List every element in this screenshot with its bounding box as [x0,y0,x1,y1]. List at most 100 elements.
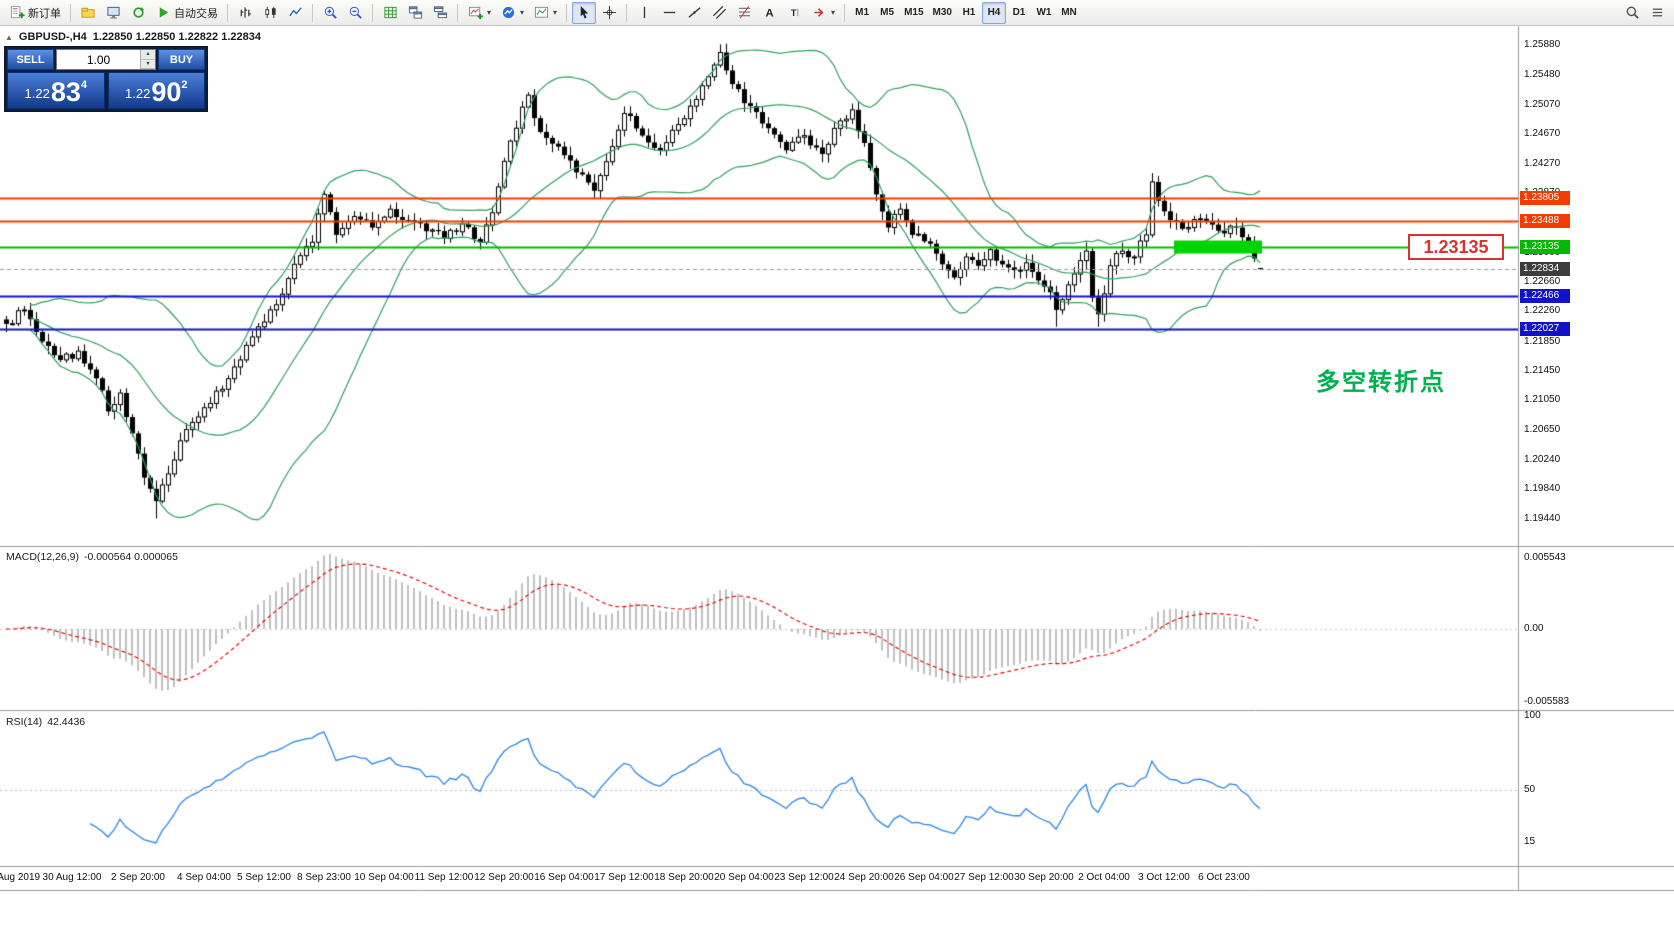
chart-ohlc-values: 1.22850 1.22850 1.22822 1.22834 [92,31,261,43]
toolbar-separator [227,3,228,22]
timeframe-m5[interactable]: M5 [875,2,899,24]
price-level-callout[interactable]: 1.23135 [1408,234,1504,260]
grid-icon [382,5,398,21]
timeframe-m30[interactable]: M30 [929,2,956,24]
rsi-name: RSI(14) [6,716,43,728]
volume-stepper[interactable]: ▴ ▾ [56,49,156,70]
template-icon [533,5,549,21]
timeframe-d1-label: D1 [1012,7,1026,18]
text-button[interactable]: A [757,2,781,24]
cursor-button[interactable] [572,1,597,24]
hline-icon [661,5,677,21]
cascade-windows-button[interactable] [428,2,452,24]
search-icon [1624,5,1640,21]
volume-input[interactable] [57,50,140,69]
sell-price-button[interactable]: 1.22 83 4 [7,72,105,109]
horizontal-line-button[interactable] [657,2,681,24]
timeframe-m5-label: M5 [880,7,895,18]
main-toolbar: 新订单 自动交易 ▾ ▾ ▾ A T ▾ M1 M5 M15 M30 H1 H4 D1 W1 MN [0,0,1674,26]
zoom-in-button[interactable] [318,2,342,24]
macd-values: -0.000564 0.000065 [83,551,178,563]
candles-icon [262,5,278,21]
sell-button[interactable]: SELL [7,49,54,70]
chart-title-bar: ▲ GBPUSD-,H4 1.22850 1.22850 1.22822 1.2… [5,31,261,43]
terminal-group: 自动交易 [74,2,224,24]
tile-windows-button[interactable] [403,2,427,24]
candlestick-chart-button[interactable] [258,2,282,24]
data-window-button[interactable] [1645,2,1669,24]
text-a-icon: A [761,5,777,21]
toolbar-separator [626,3,628,22]
indicators-icon [500,5,516,21]
volume-down-button[interactable]: ▾ [141,59,155,69]
timeframe-w1-label: W1 [1036,7,1052,18]
timeframes-group: M1 M5 M15 M30 H1 H4 D1 W1 MN [848,1,1083,24]
timeframe-m15[interactable]: M15 [900,2,927,24]
timeframe-w1[interactable]: W1 [1032,2,1056,24]
channel-icon [711,5,727,21]
play-icon [155,5,171,21]
volume-up-button[interactable]: ▴ [141,50,155,60]
vertical-line-button[interactable] [632,2,656,24]
timeframe-mn[interactable]: MN [1057,2,1081,24]
shapes-icon [811,5,827,21]
order-group: 新订单 [3,2,67,24]
trendline-button[interactable] [682,2,706,24]
profiles-button[interactable] [76,2,100,24]
zoom-out-button[interactable] [343,2,367,24]
buy-price-button[interactable]: 1.22 90 2 [107,72,205,109]
chevron-down-icon: ▾ [553,8,558,17]
monitor-icon [105,5,121,21]
macd-name: MACD(12,26,9) [6,551,79,563]
toolbar-separator [566,3,568,22]
timeframe-h1[interactable]: H1 [957,2,981,24]
line-icon [287,5,303,21]
chevron-down-icon: ▾ [487,8,492,17]
new-order-button[interactable]: 新订单 [5,2,65,24]
turning-point-annotation[interactable]: 多空转折点 [1316,369,1446,396]
arrows-button[interactable]: ▾ [807,2,839,24]
new-order-icon [9,5,25,21]
new-chart-button[interactable]: ▾ [463,2,495,24]
timeframe-m1[interactable]: M1 [850,2,874,24]
indicators-button[interactable]: ▾ [496,2,528,24]
one-click-trading-panel: SELL ▴ ▾ BUY 1.22 83 4 1.22 90 2 [4,46,208,112]
rsi-indicator-label: RSI(14) 42.4436 [6,716,85,728]
sell-price-main: 83 [50,77,81,107]
toolbar-separator [312,3,313,22]
text-label-button[interactable]: T [782,2,806,24]
search-button[interactable] [1620,2,1644,24]
crosshair-icon [601,5,617,21]
line-chart-button[interactable] [283,2,307,24]
tline-icon [686,5,702,21]
crosshair-button[interactable] [597,2,621,24]
fibo-icon [736,5,752,21]
vline-icon [636,5,652,21]
buy-button[interactable]: BUY [158,49,205,70]
terminal-button[interactable] [101,2,125,24]
timeframe-h1-label: H1 [962,7,976,18]
refresh-button[interactable] [126,2,150,24]
toolbar-separator [457,3,458,22]
auto-arrange-button[interactable] [378,2,402,24]
svg-text:T: T [790,8,796,18]
timeframe-m30-label: M30 [932,7,952,18]
profile-icon [80,5,96,21]
bars-icon [237,5,253,21]
chart-tools-group: ▾ ▾ ▾ [461,2,563,24]
channel-button[interactable] [707,2,731,24]
timeframe-d1[interactable]: D1 [1007,2,1031,24]
fibonacci-button[interactable] [732,2,756,24]
timeframe-h4[interactable]: H4 [981,1,1006,24]
new-order-button-label: 新订单 [28,7,61,20]
templates-button[interactable]: ▾ [529,2,561,24]
right-tools-group [1618,2,1671,24]
one-click-panel-toggle[interactable]: ▲ [5,32,13,42]
bar-chart-button[interactable] [233,2,257,24]
cursor-icon [576,5,592,21]
buy-price-pipette: 2 [181,79,188,91]
zoom-in-icon [322,5,338,21]
autotrading-button[interactable]: 自动交易 [151,2,222,24]
